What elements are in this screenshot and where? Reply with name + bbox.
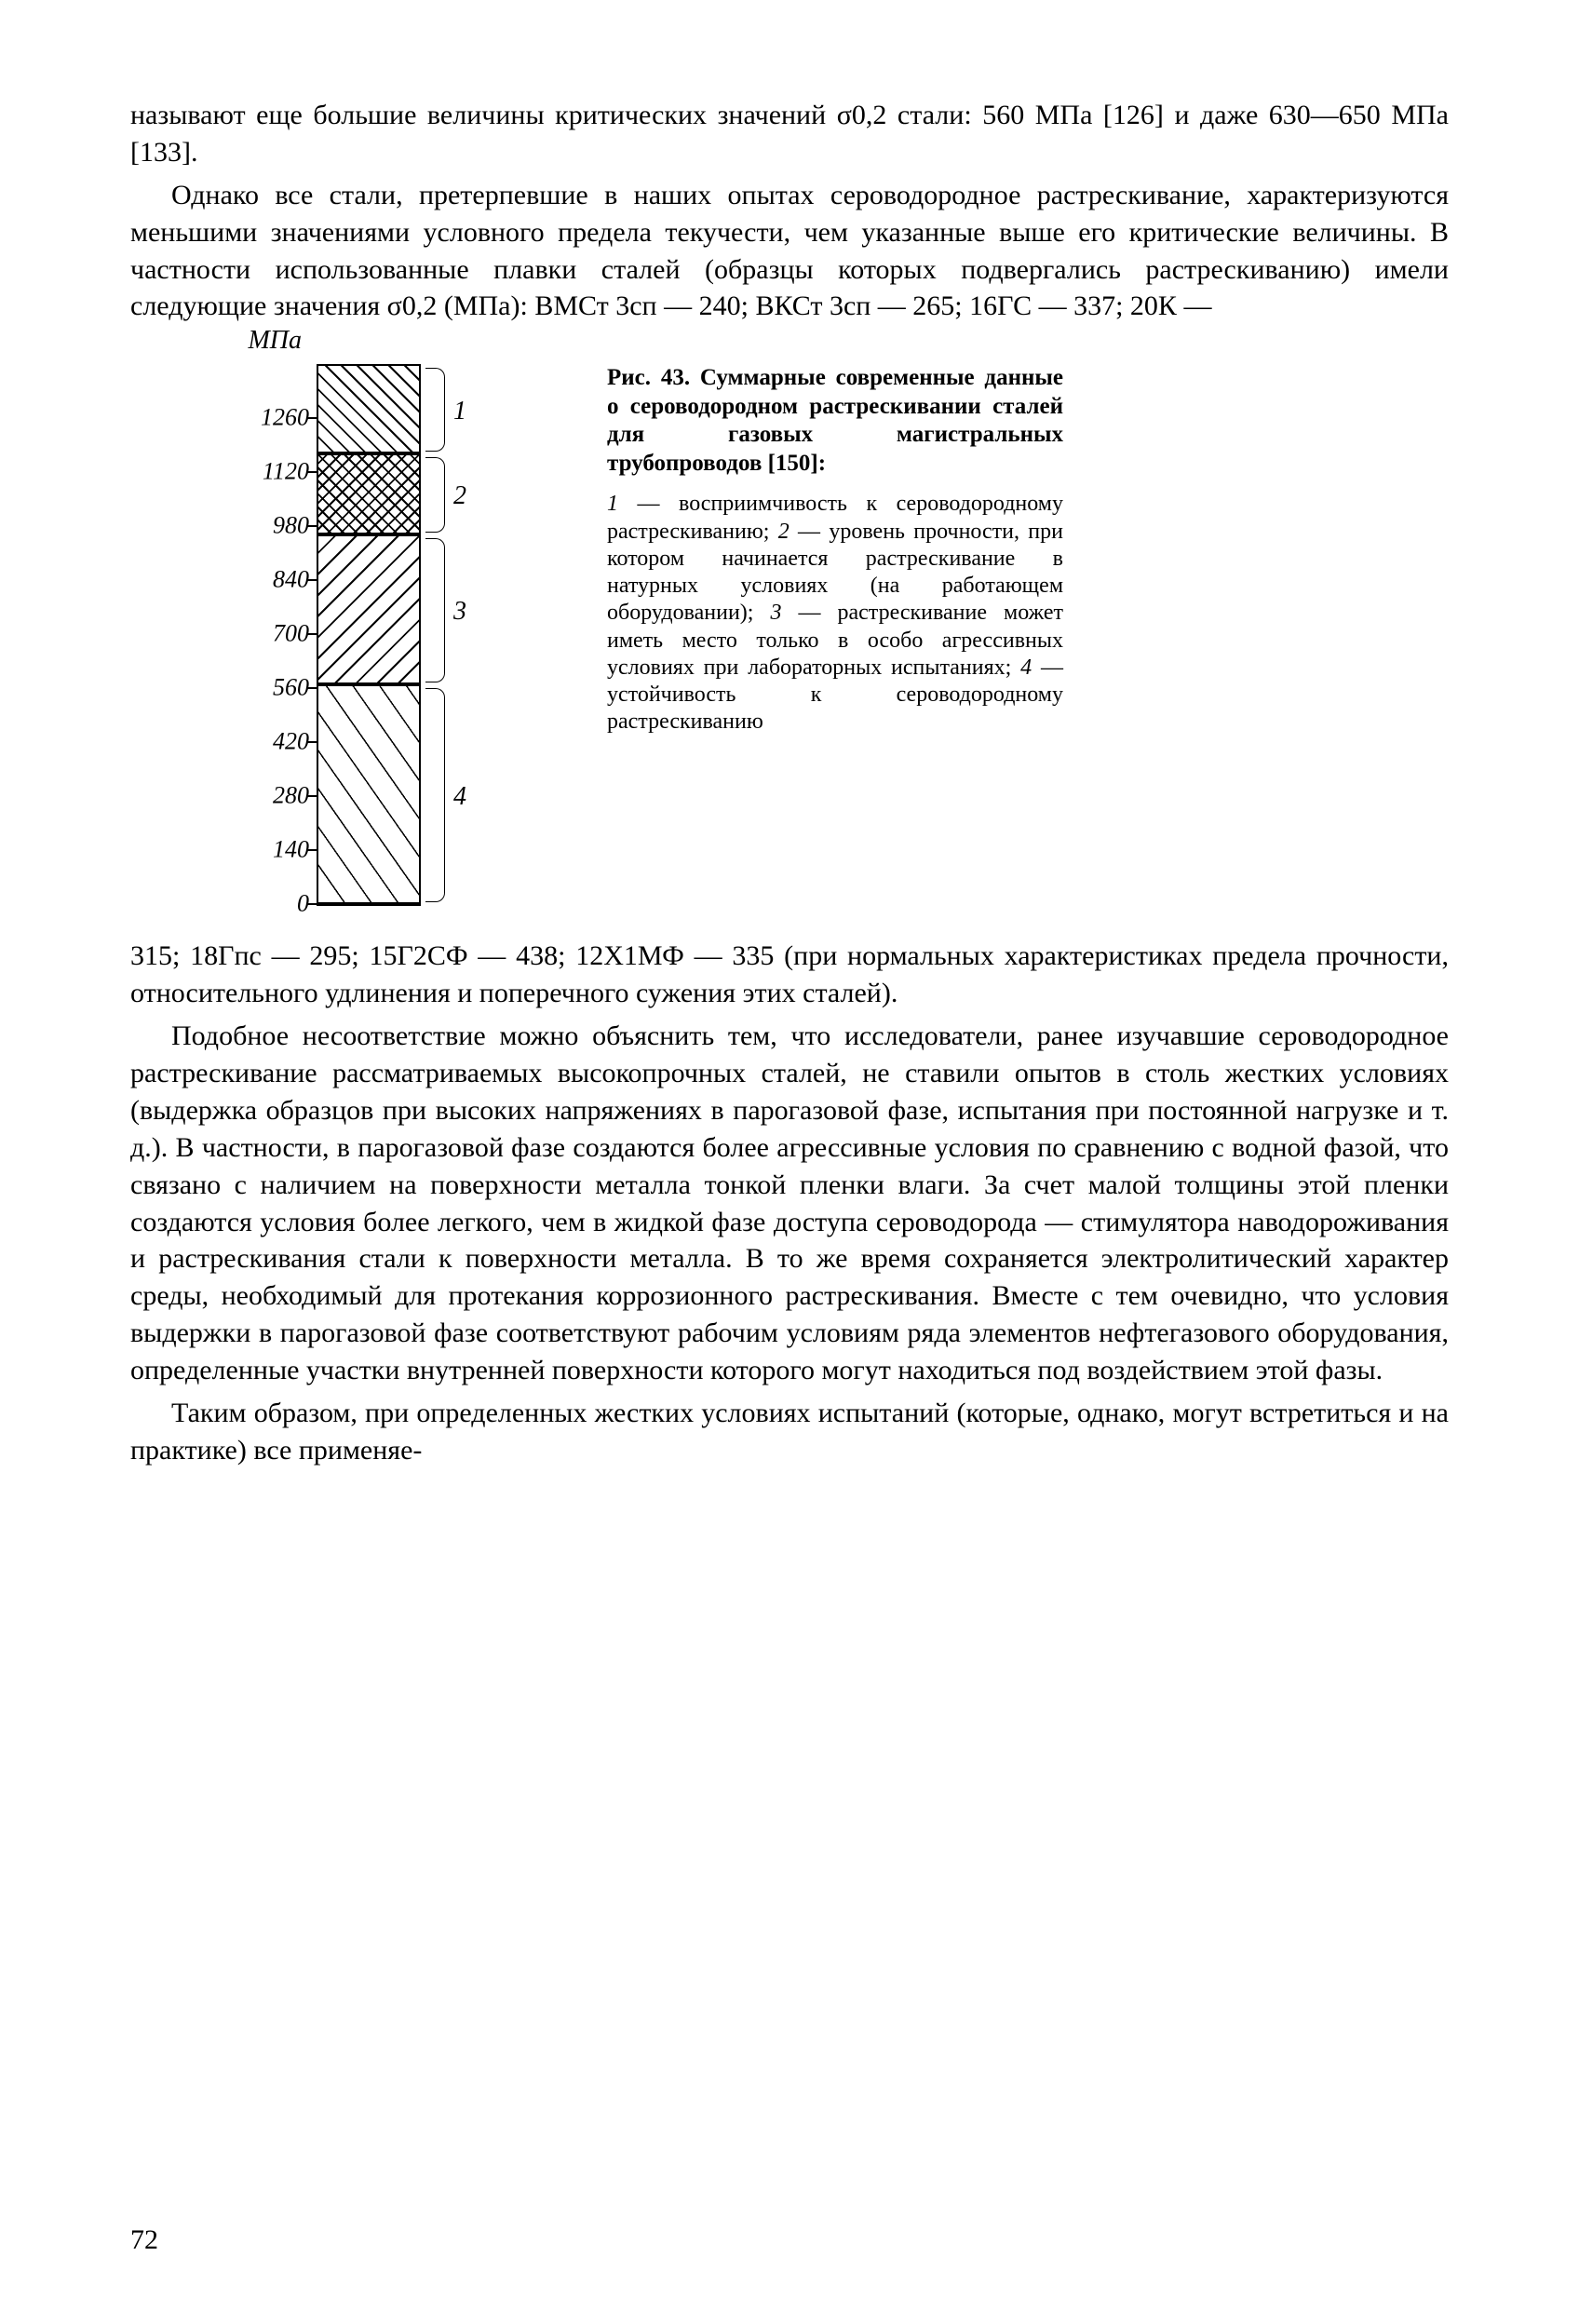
page: называют еще большие величины критически…: [0, 0, 1579, 2324]
caption-legend: 1 — восприимчивость к сероводородному ра…: [607, 491, 1063, 736]
tick-label: 1260: [261, 402, 309, 435]
y-axis-unit-label: МПа: [236, 323, 302, 358]
tick-label: 700: [273, 618, 309, 651]
zone-label-3: 3: [453, 594, 466, 628]
figure-caption: Рис. 43. Суммарные современные данные о …: [607, 364, 1063, 736]
zone-brace-4: [425, 688, 445, 902]
tick-label: 0: [297, 888, 309, 921]
chart-zone-3: [318, 534, 421, 685]
chart-wrap: МПа 1234126011209808407005604202801400: [317, 364, 421, 906]
figure-43: МПа 1234126011209808407005604202801400 Р…: [130, 364, 1449, 906]
tick-label: 560: [273, 672, 309, 705]
stacked-bar-chart: 1234126011209808407005604202801400: [317, 364, 421, 906]
paragraph-5: Таким образом, при определенных жестких …: [130, 1395, 1449, 1469]
paragraph-2: Однако все стали, претерпевшие в наших о…: [130, 177, 1449, 326]
tick-label: 140: [273, 834, 309, 867]
tick-label: 280: [273, 780, 309, 813]
paragraph-4: Подобное несоответствие можно объяснить …: [130, 1018, 1449, 1389]
tick-label: 1120: [263, 456, 309, 489]
zone-brace-3: [425, 538, 445, 683]
zone-brace-1: [425, 368, 445, 451]
tick-label: 980: [273, 510, 309, 543]
zone-brace-2: [425, 457, 445, 533]
caption-title: Рис. 43. Суммарные современные данные о …: [607, 364, 1063, 478]
tick-label: 840: [273, 564, 309, 597]
chart-column: МПа 1234126011209808407005604202801400: [317, 364, 421, 906]
paragraph-3: 315; 18Гпс — 295; 15Г2СФ — 438; 12Х1МФ —…: [130, 938, 1449, 1012]
zone-label-4: 4: [453, 779, 466, 814]
zone-label-1: 1: [453, 394, 466, 428]
chart-zone-1: [318, 364, 421, 453]
paragraph-1: называют еще большие величины критически…: [130, 97, 1449, 171]
chart-zone-4: [318, 684, 421, 904]
page-number: 72: [130, 2222, 158, 2259]
tick-label: 420: [273, 726, 309, 759]
zone-label-2: 2: [453, 479, 466, 513]
chart-zone-2: [318, 453, 421, 534]
